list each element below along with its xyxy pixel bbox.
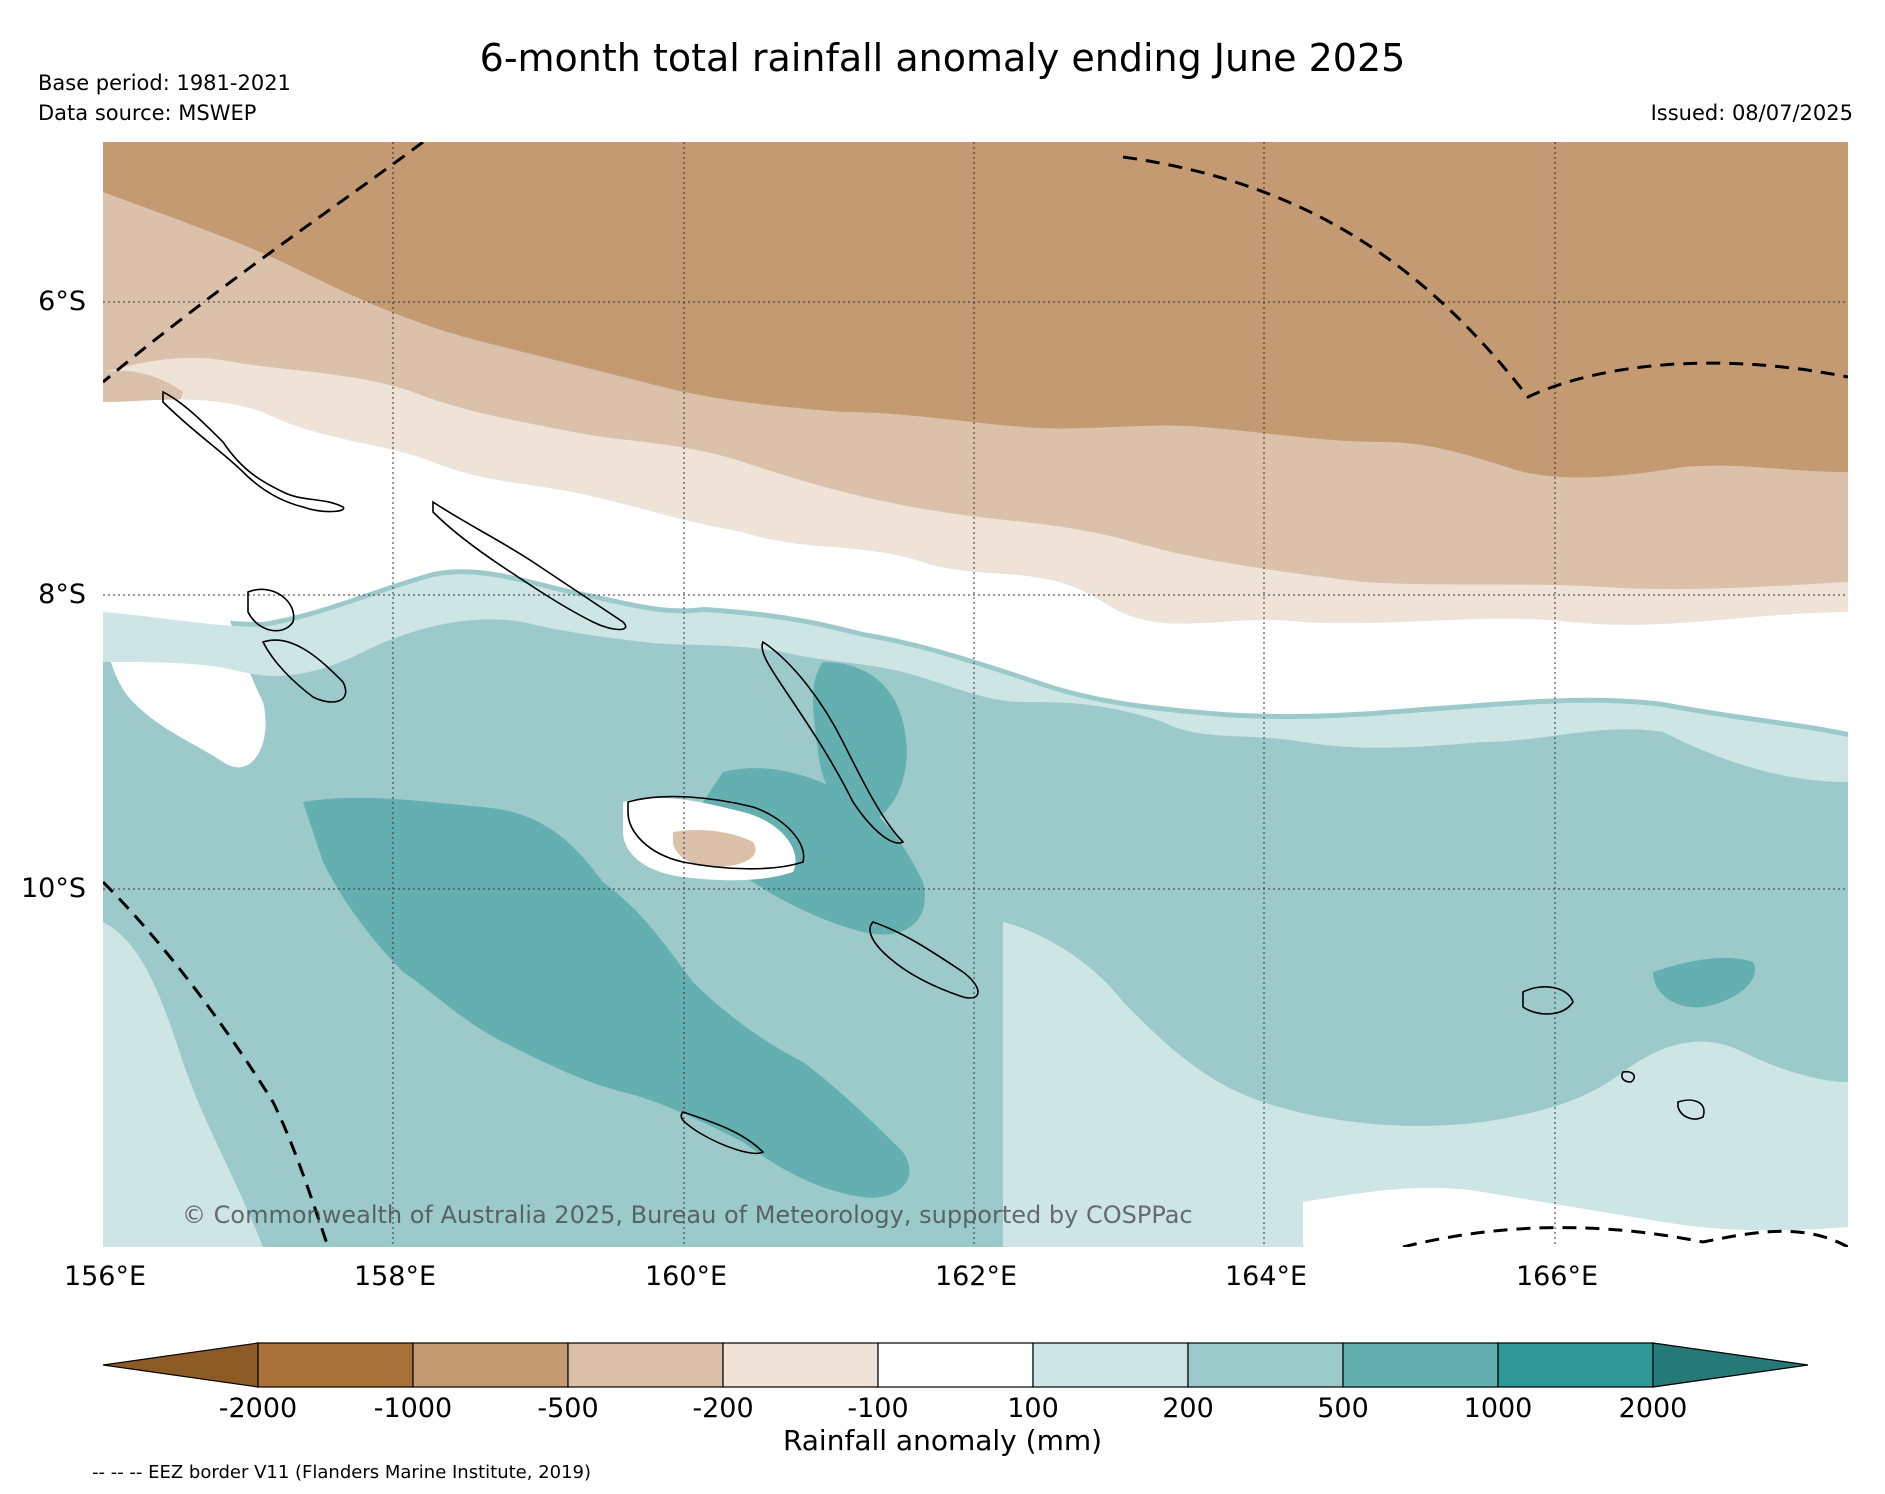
colorbar-swatch-minus1000-minus500 bbox=[412, 1342, 569, 1388]
colorbar-swatch-500-1000 bbox=[1342, 1342, 1499, 1388]
colorbar-tick: 200 bbox=[1162, 1393, 1214, 1424]
colorbar-tick: -100 bbox=[847, 1393, 909, 1424]
colorbar-swatch-minus500-minus200 bbox=[567, 1342, 724, 1388]
colorbar bbox=[103, 1342, 1809, 1388]
rainfall-anomaly-map bbox=[103, 142, 1848, 1247]
lat-label-10s: 10°S bbox=[21, 873, 86, 904]
colorbar-tick: -1000 bbox=[373, 1393, 453, 1424]
colorbar-tick: -200 bbox=[692, 1393, 754, 1424]
colorbar-swatch-minus200-minus100 bbox=[722, 1342, 879, 1388]
anomaly-band-minus100-100 bbox=[1303, 1187, 1848, 1247]
anomaly-band-minus500-minus200 bbox=[673, 830, 756, 867]
anomaly-band-500-1000 bbox=[813, 662, 907, 822]
colorbar-swatch-minus2000-minus1000 bbox=[257, 1342, 414, 1388]
lon-label-160e: 160°E bbox=[644, 1261, 728, 1292]
colorbar-tick: 500 bbox=[1317, 1393, 1369, 1424]
anomaly-band-100-200 bbox=[1003, 922, 1848, 1247]
lon-label-164e: 164°E bbox=[1224, 1261, 1308, 1292]
lat-label-6s: 6°S bbox=[38, 286, 86, 317]
anomaly-band-100-200 bbox=[103, 574, 1848, 782]
anomaly-band-minus1000-minus500 bbox=[103, 142, 1848, 478]
map-title: 6-month total rainfall anomaly ending Ju… bbox=[479, 36, 1406, 80]
colorbar-swatch-1000-2000 bbox=[1497, 1342, 1654, 1388]
colorbar-tick: 2000 bbox=[1618, 1393, 1688, 1424]
data-source-label: Data source: MSWEP bbox=[38, 101, 257, 125]
anomaly-band-100-200 bbox=[103, 922, 263, 1247]
eez-border bbox=[103, 142, 1848, 1247]
graticule bbox=[103, 142, 1848, 1247]
colorbar-swatch-above-2000 bbox=[1652, 1342, 1809, 1388]
colorbar-label: Rainfall anomaly (mm) bbox=[782, 1424, 1103, 1457]
colorbar-tick: -500 bbox=[537, 1393, 599, 1424]
lon-label-158e: 158°E bbox=[353, 1261, 437, 1292]
coastline bbox=[162, 390, 1705, 1155]
anomaly-band-500-1000 bbox=[303, 797, 910, 1198]
issued-date-label: Issued: 08/07/2025 bbox=[1650, 101, 1853, 125]
colorbar-tick: 1000 bbox=[1463, 1393, 1533, 1424]
colorbar-swatch-200-500 bbox=[1187, 1342, 1344, 1388]
lat-label-8s: 8°S bbox=[38, 579, 86, 610]
eez-border-note: -- -- -- EEZ border V11 (Flanders Marine… bbox=[92, 1462, 592, 1483]
colorbar-tick: -2000 bbox=[218, 1393, 298, 1424]
colorbar-swatch-minus100-100 bbox=[877, 1342, 1034, 1388]
base-period-label: Base period: 1981-2021 bbox=[38, 71, 291, 95]
colorbar-tick: 100 bbox=[1007, 1393, 1059, 1424]
anomaly-band-minus100-100 bbox=[103, 399, 1848, 732]
copyright-notice: © Commonwealth of Australia 2025, Bureau… bbox=[182, 1201, 1193, 1229]
lon-label-156e: 156°E bbox=[63, 1261, 147, 1292]
lon-label-166e: 166°E bbox=[1515, 1261, 1599, 1292]
colorbar-swatch-100-200 bbox=[1032, 1342, 1189, 1388]
lon-label-162e: 162°E bbox=[934, 1261, 1018, 1292]
anomaly-band-500-1000 bbox=[1653, 957, 1755, 1008]
colorbar-swatch-below-minus2000 bbox=[103, 1342, 259, 1388]
